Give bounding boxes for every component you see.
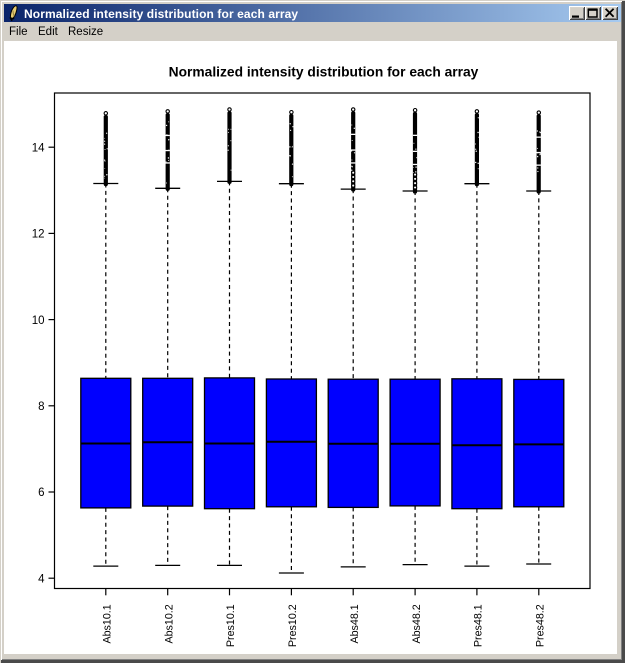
svg-text:Pres48.1: Pres48.1: [473, 604, 485, 647]
svg-text:Abs10.1: Abs10.1: [102, 604, 114, 643]
svg-text:Normalized intensity distribut: Normalized intensity distribution for ea…: [169, 65, 479, 80]
svg-text:Abs48.2: Abs48.2: [411, 604, 423, 643]
svg-text:4: 4: [38, 573, 45, 585]
svg-text:10: 10: [32, 315, 45, 327]
svg-text:6: 6: [38, 487, 44, 499]
svg-text:Pres10.1: Pres10.1: [225, 604, 237, 647]
svg-text:12: 12: [32, 229, 45, 241]
svg-text:Abs10.2: Abs10.2: [163, 604, 175, 643]
svg-text:Pres48.2: Pres48.2: [535, 604, 547, 647]
svg-text:14: 14: [32, 142, 45, 154]
svg-text:Pres10.2: Pres10.2: [287, 604, 299, 647]
svg-text:8: 8: [38, 401, 44, 413]
svg-text:Abs48.1: Abs48.1: [349, 604, 361, 643]
